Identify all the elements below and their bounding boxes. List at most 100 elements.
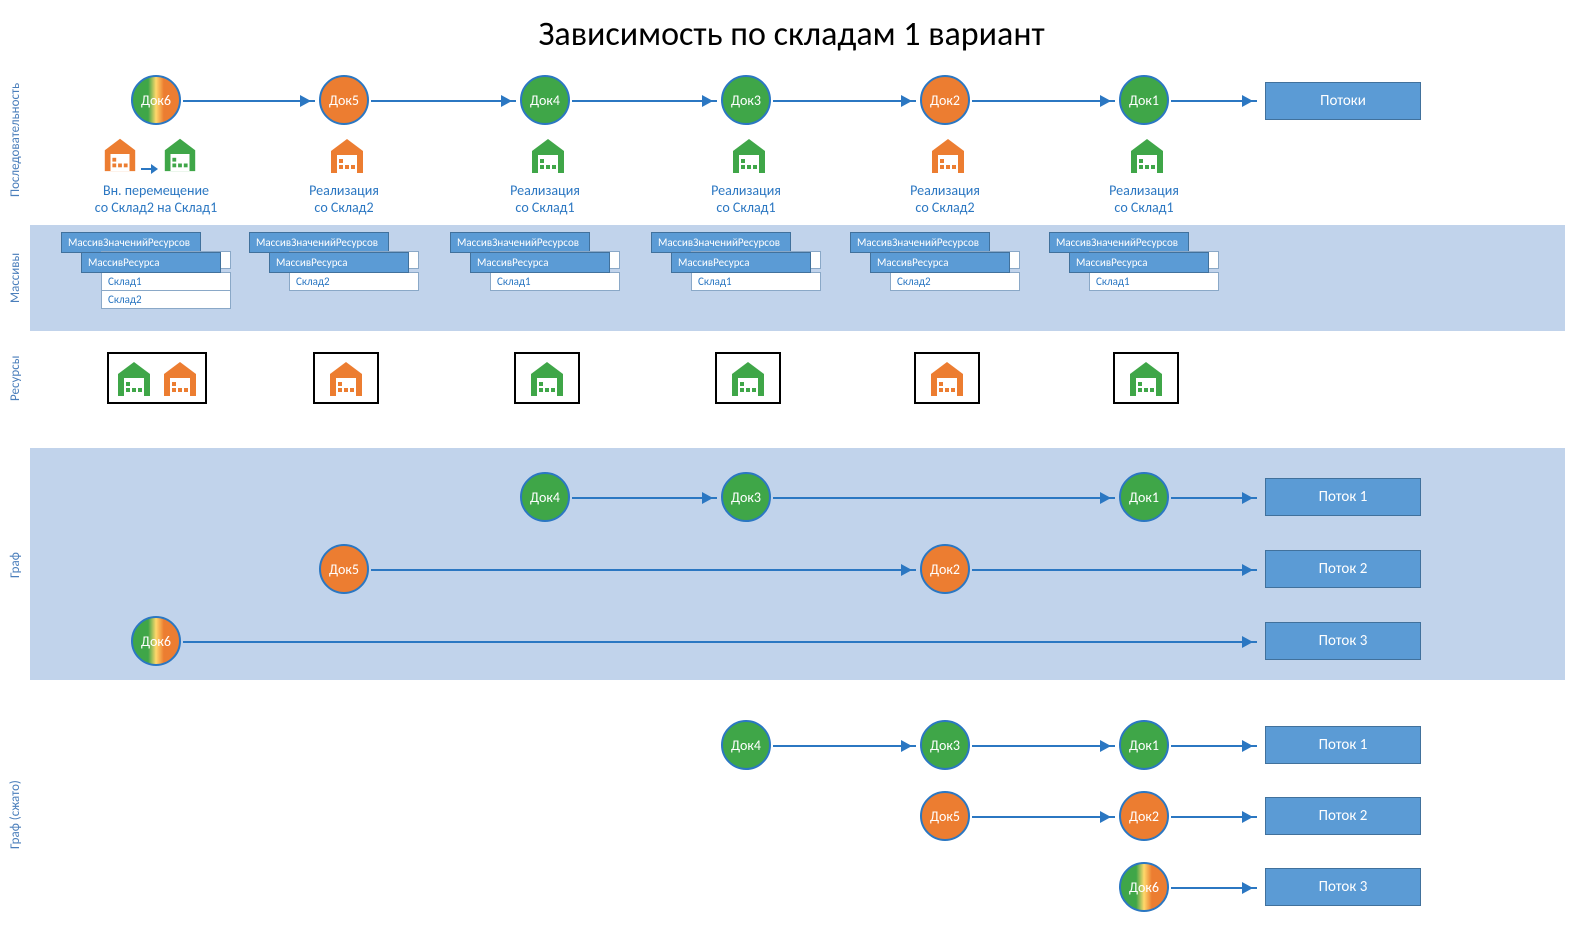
row-label-graph: Граф — [8, 455, 23, 675]
seq-arrow-4 — [972, 100, 1115, 102]
doc-circle-Док3: Док3 — [721, 75, 771, 125]
array-header-1: МассивЗначенийРесурсов — [450, 232, 590, 253]
array-block-3: МассивЗначенийРесурсов МассивРесурса Скл… — [651, 232, 826, 291]
graph-arrow — [1171, 816, 1257, 818]
graph-doc-Док4: Док4 — [721, 720, 771, 770]
array-header-1: МассивЗначенийРесурсов — [651, 232, 791, 253]
arrow-icon — [141, 162, 159, 176]
resource-box-0 — [107, 352, 207, 404]
array-cell: Склад1 — [490, 272, 620, 291]
array-cell: Склад2 — [289, 272, 419, 291]
warehouse-icon — [101, 135, 139, 173]
array-header-2: МассивРесурса — [870, 252, 1010, 273]
warehouse-icon — [927, 358, 967, 398]
seq-caption-1: Реализациясо Склад2 — [254, 182, 434, 216]
graph-arrow — [972, 569, 1257, 571]
array-header-1: МассивЗначенийРесурсов — [61, 232, 201, 253]
flow-button: Поток 1 — [1265, 726, 1421, 764]
warehouse-3 — [727, 135, 771, 180]
array-cell: Склад1 — [691, 272, 821, 291]
graph-arrow — [371, 569, 916, 571]
warehouse-5 — [1125, 135, 1169, 180]
doc-circle-Док4: Док4 — [520, 75, 570, 125]
warehouse-pair-0 — [99, 135, 201, 178]
array-block-5: МассивЗначенийРесурсов МассивРесурса Скл… — [1049, 232, 1224, 291]
warehouse-icon — [729, 135, 769, 175]
flow-button: Поток 2 — [1265, 797, 1421, 835]
graph-doc-Док6: Док6 — [131, 616, 181, 666]
flow-button: Поток 3 — [1265, 622, 1421, 660]
flow-button: Поток 3 — [1265, 868, 1421, 906]
graph-arrow — [1171, 497, 1257, 499]
warehouse-icon — [527, 358, 567, 398]
array-header-2: МассивРесурса — [1069, 252, 1209, 273]
seq-arrow-0 — [183, 100, 315, 102]
graph-arrow — [773, 497, 1115, 499]
graph-doc-Док2: Док2 — [920, 544, 970, 594]
graph-arrow — [1171, 745, 1257, 747]
resource-box-1 — [313, 352, 379, 404]
warehouse-icon — [161, 135, 199, 173]
warehouse-icon — [160, 358, 200, 398]
array-block-4: МассивЗначенийРесурсов МассивРесурса Скл… — [850, 232, 1025, 291]
doc-circle-Док2: Док2 — [920, 75, 970, 125]
graph-arrow — [183, 641, 1257, 643]
doc-circle-Док6: Док6 — [131, 75, 181, 125]
graph-arrow — [972, 816, 1115, 818]
graph-doc-Док2: Док2 — [1119, 791, 1169, 841]
graph-arrow — [972, 745, 1115, 747]
graph-doc-Док3: Док3 — [721, 472, 771, 522]
array-cell: Склад1 — [1089, 272, 1219, 291]
doc-circle-Док5: Док5 — [319, 75, 369, 125]
graph-arrow — [1171, 887, 1257, 889]
graph-doc-Док6: Док6 — [1119, 862, 1169, 912]
array-cell: Склад2 — [101, 290, 231, 309]
flow-button: Поток 1 — [1265, 478, 1421, 516]
graph-doc-Док1: Док1 — [1119, 720, 1169, 770]
seq-arrow-2 — [572, 100, 717, 102]
seq-caption-2: Реализациясо Склад1 — [455, 182, 635, 216]
seq-caption-3: Реализациясо Склад1 — [656, 182, 836, 216]
row-label-arrays: Массивы — [8, 238, 23, 318]
graph-doc-Док5: Док5 — [920, 791, 970, 841]
warehouse-icon — [326, 358, 366, 398]
array-header-1: МассивЗначенийРесурсов — [1049, 232, 1189, 253]
warehouse-4 — [926, 135, 970, 180]
graph-arrow — [572, 497, 717, 499]
warehouse-icon — [114, 358, 154, 398]
warehouse-icon — [327, 135, 367, 175]
seq-arrow-5 — [1171, 100, 1257, 102]
row-label-graphc: Граф (сжато) — [8, 745, 23, 885]
flows-button: Потоки — [1265, 82, 1421, 120]
warehouse-2 — [526, 135, 570, 180]
seq-arrow-3 — [773, 100, 916, 102]
array-header-2: МассивРесурса — [269, 252, 409, 273]
array-block-1: МассивЗначенийРесурсов МассивРесурса Скл… — [249, 232, 424, 291]
graph-doc-Док4: Док4 — [520, 472, 570, 522]
warehouse-icon — [1126, 358, 1166, 398]
seq-caption-5: Реализациясо Склад1 — [1054, 182, 1234, 216]
flow-button: Поток 2 — [1265, 550, 1421, 588]
graph-arrow — [773, 745, 916, 747]
seq-caption-4: Реализациясо Склад2 — [855, 182, 1035, 216]
graph-doc-Док1: Док1 — [1119, 472, 1169, 522]
array-header-1: МассивЗначенийРесурсов — [249, 232, 389, 253]
seq-caption-0: Вн. перемещениесо Склад2 на Склад1 — [66, 182, 246, 216]
array-block-2: МассивЗначенийРесурсов МассивРесурса Скл… — [450, 232, 625, 291]
row-label-resources: Ресурсы — [8, 348, 23, 408]
array-header-2: МассивРесурса — [470, 252, 610, 273]
graph-doc-Док5: Док5 — [319, 544, 369, 594]
graph-doc-Док3: Док3 — [920, 720, 970, 770]
seq-arrow-1 — [371, 100, 516, 102]
array-header-2: МассивРесурса — [671, 252, 811, 273]
resource-box-2 — [514, 352, 580, 404]
warehouse-icon — [1127, 135, 1167, 175]
page-title: Зависимость по складам 1 вариант — [0, 0, 1583, 55]
warehouse-1 — [325, 135, 369, 180]
array-block-0: МассивЗначенийРесурсов МассивРесурса Скл… — [61, 232, 236, 309]
warehouse-icon — [928, 135, 968, 175]
array-header-2: МассивРесурса — [81, 252, 221, 273]
warehouse-icon — [528, 135, 568, 175]
array-header-1: МассивЗначенийРесурсов — [850, 232, 990, 253]
row-label-seq: Последовательность — [8, 70, 23, 210]
